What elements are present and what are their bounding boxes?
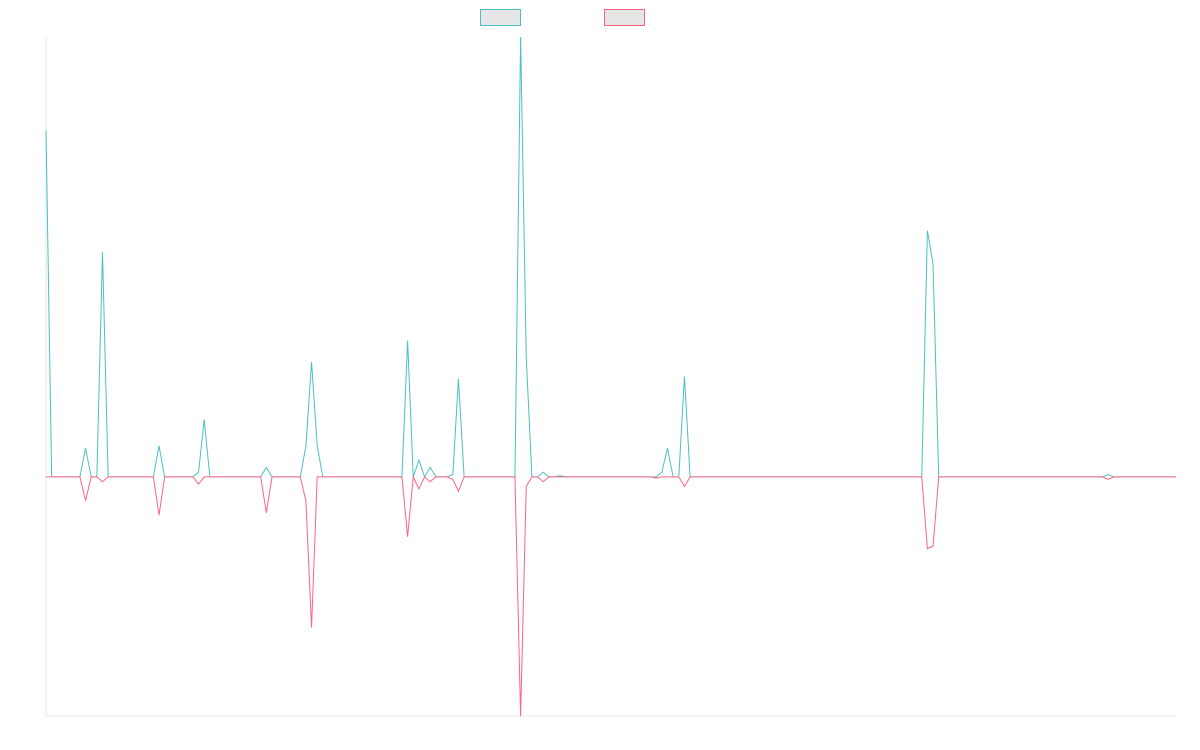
- series-line: [45, 36, 1176, 479]
- legend-swatch: [604, 9, 645, 26]
- legend-swatch: [480, 9, 521, 26]
- series-line: [46, 475, 1176, 717]
